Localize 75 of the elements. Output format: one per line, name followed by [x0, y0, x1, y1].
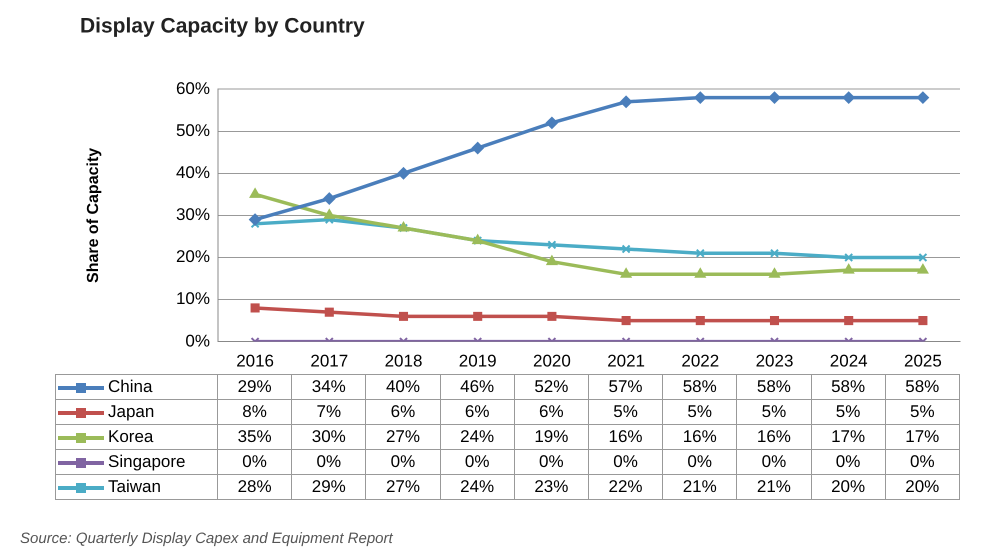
data-label: 0%: [588, 450, 663, 474]
data-label: 24%: [440, 424, 514, 450]
x-tick-label: 2016: [236, 351, 274, 370]
x-tick-label: 2022: [681, 351, 720, 370]
data-label: 23%: [514, 474, 588, 500]
data-label: 6%: [514, 400, 588, 424]
data-label: 0%: [736, 450, 811, 474]
data-label: 35%: [218, 424, 292, 450]
source-note: Source: Quarterly Display Capex and Equipment Report: [20, 530, 393, 547]
data-label: 20%: [811, 474, 886, 500]
data-label: 0%: [811, 450, 886, 474]
data-label: 0%: [885, 450, 960, 474]
x-tick-label: 2020: [532, 351, 571, 370]
data-label: 0%: [366, 450, 440, 474]
legend-label: Singapore: [108, 452, 186, 471]
data-label: 0%: [662, 450, 737, 474]
data-label: 5%: [662, 400, 737, 424]
data-label: 17%: [811, 424, 886, 450]
data-label: 58%: [736, 374, 811, 400]
legend-label: Taiwan: [108, 477, 161, 496]
data-label: 0%: [514, 450, 588, 474]
data-label: 5%: [588, 400, 663, 424]
x-tick-label: 2024: [830, 351, 868, 370]
data-label: 5%: [736, 400, 811, 424]
y-tick-label: 50%: [176, 120, 210, 140]
data-label: 6%: [440, 400, 514, 424]
data-label: 58%: [885, 374, 960, 400]
data-label: 16%: [588, 424, 663, 450]
data-label: 27%: [366, 424, 440, 450]
data-label: 0%: [440, 450, 514, 474]
data-label: 6%: [366, 400, 440, 424]
data-label: 52%: [514, 374, 588, 400]
x-tick-label: 2021: [607, 351, 646, 370]
data-label: 46%: [440, 374, 514, 400]
data-label: 29%: [292, 474, 366, 500]
y-axis-title: Share of Capacity: [85, 148, 102, 283]
data-label: 58%: [811, 374, 886, 400]
x-tick-label: 2023: [756, 351, 794, 370]
y-tick-label: 10%: [176, 289, 210, 308]
legend-label: Korea: [108, 427, 154, 446]
data-label: 19%: [514, 424, 588, 450]
data-label: 16%: [662, 424, 737, 450]
data-label: 21%: [662, 474, 737, 500]
data-label: 16%: [736, 424, 811, 450]
data-label: 0%: [292, 450, 366, 474]
data-label: 24%: [440, 474, 514, 500]
y-tick-label: 40%: [176, 163, 210, 182]
data-label: 57%: [588, 374, 663, 400]
data-label: 17%: [885, 424, 960, 450]
y-tick-label: 0%: [185, 331, 210, 350]
data-label: 21%: [736, 474, 811, 500]
data-label: 22%: [588, 474, 663, 500]
data-label: 5%: [885, 400, 960, 424]
data-label: 7%: [292, 400, 366, 424]
x-tick-label: 2025: [904, 351, 942, 370]
x-tick-label: 2017: [310, 351, 348, 370]
data-label: 0%: [218, 450, 292, 474]
data-label: 34%: [292, 374, 366, 400]
y-tick-label: 60%: [176, 78, 210, 98]
y-tick-label: 30%: [176, 205, 210, 224]
data-label: 30%: [292, 424, 366, 450]
data-label: 8%: [218, 400, 292, 424]
data-label: 40%: [366, 374, 440, 400]
data-label: 20%: [885, 474, 960, 500]
data-label: 29%: [218, 374, 292, 400]
data-label: 5%: [811, 400, 886, 424]
data-label: 28%: [218, 474, 292, 500]
chart-title: Display Capacity by Country: [80, 14, 366, 38]
data-label: 27%: [366, 474, 440, 500]
x-tick-label: 2019: [458, 351, 497, 370]
legend-label: Japan: [108, 402, 154, 421]
y-tick-label: 20%: [176, 247, 210, 266]
data-label: 58%: [662, 374, 737, 400]
x-tick-label: 2018: [384, 351, 422, 370]
legend-label: China: [108, 377, 152, 396]
